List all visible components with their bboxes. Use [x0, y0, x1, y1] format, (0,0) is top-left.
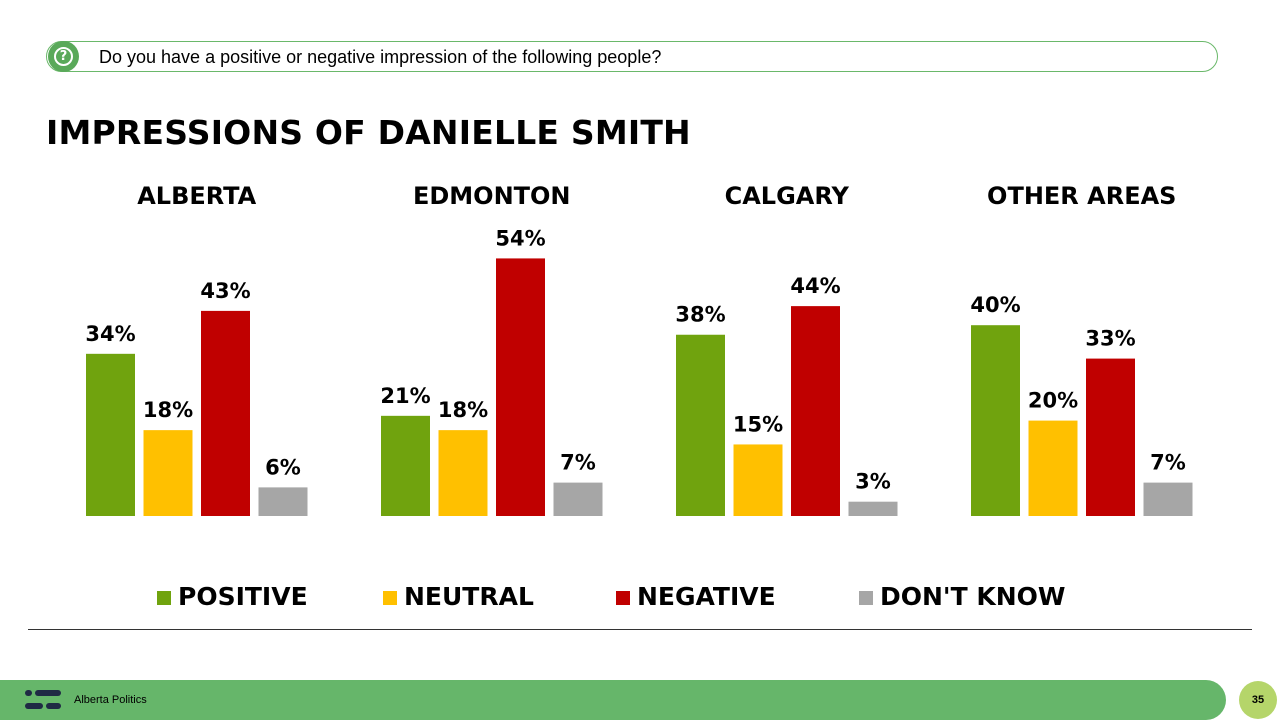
slide-title: IMPRESSIONS OF DANIELLE SMITH	[46, 113, 691, 152]
group-title: ALBERTA	[137, 182, 256, 210]
data-label: 3%	[855, 470, 891, 494]
bar	[438, 430, 488, 516]
group-title: OTHER AREAS	[987, 182, 1176, 210]
data-label: 40%	[970, 293, 1020, 317]
data-label: 43%	[200, 279, 250, 303]
data-label: 7%	[1150, 451, 1186, 475]
question-mark-icon: ?	[48, 41, 79, 72]
bar	[791, 306, 840, 516]
bar	[848, 501, 898, 516]
bar	[143, 430, 193, 516]
bar	[86, 353, 135, 516]
data-label: 34%	[85, 322, 135, 346]
bar	[496, 258, 545, 516]
footer-band: Alberta Politics	[0, 680, 1226, 720]
bar	[1028, 420, 1078, 516]
legend-label: NEGATIVE	[637, 582, 776, 611]
footer-organization: Alberta Politics	[74, 694, 147, 706]
legend-label: NEUTRAL	[404, 582, 534, 611]
bottom-divider	[28, 629, 1252, 630]
bar	[553, 482, 603, 516]
bar	[676, 334, 725, 516]
bar	[1143, 482, 1193, 516]
bar	[733, 444, 783, 516]
question-bar: ? Do you have a positive or negative imp…	[46, 41, 1218, 72]
data-label: 15%	[733, 412, 783, 436]
data-label: 6%	[265, 455, 301, 479]
data-label: 21%	[380, 384, 430, 408]
legend-swatch	[859, 591, 873, 605]
bar	[381, 415, 430, 516]
grouped-bar-chart: ALBERTA 34% 18% 43% 6% EDMONTON 21% 18% 54% 7% CAL…	[85, 182, 1193, 611]
data-label: 44%	[790, 274, 840, 298]
group-title: EDMONTON	[413, 182, 571, 210]
bar	[258, 487, 308, 516]
page-number: 35	[1239, 681, 1277, 719]
data-label: 38%	[675, 303, 725, 327]
legend-label: POSITIVE	[178, 582, 308, 611]
bar	[1086, 358, 1135, 516]
brand-logo-icon	[25, 690, 61, 709]
data-label: 33%	[1085, 327, 1135, 351]
data-label: 7%	[560, 451, 596, 475]
legend-label: DON'T KNOW	[880, 582, 1065, 611]
legend-swatch	[157, 591, 171, 605]
bar	[971, 325, 1020, 516]
data-label: 18%	[143, 398, 193, 422]
data-label: 20%	[1028, 389, 1078, 413]
question-text: Do you have a positive or negative impre…	[99, 47, 662, 67]
data-label: 54%	[495, 226, 545, 250]
group-title: CALGARY	[725, 182, 850, 210]
bar	[201, 310, 250, 516]
legend-swatch	[616, 591, 630, 605]
legend-swatch	[383, 591, 397, 605]
data-label: 18%	[438, 398, 488, 422]
